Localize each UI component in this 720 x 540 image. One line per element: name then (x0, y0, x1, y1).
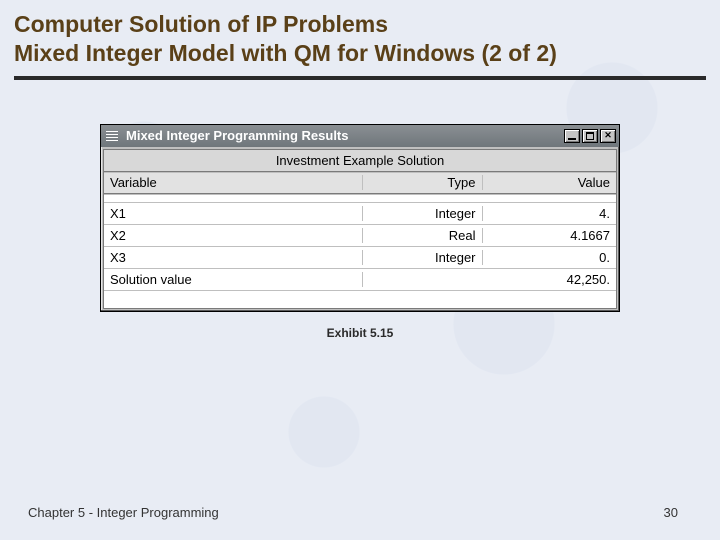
close-icon: ✕ (604, 131, 612, 140)
cell-value: 4.1667 (483, 228, 616, 243)
colhead-value: Value (483, 175, 616, 190)
window-container: Mixed Integer Programming Results ✕ Inve… (100, 124, 620, 340)
title-line1: Computer Solution of IP Problems (14, 11, 388, 37)
system-menu-icon[interactable] (105, 128, 121, 144)
maximize-icon (586, 132, 594, 140)
cell-variable: X1 (104, 206, 363, 221)
cell-type: Real (363, 228, 483, 243)
spacer-row (104, 194, 616, 202)
window-title: Mixed Integer Programming Results (126, 128, 564, 143)
window-buttons: ✕ (564, 129, 616, 143)
table-row: X3 Integer 0. (104, 246, 616, 268)
grid-bottom-strip (104, 290, 616, 308)
column-header-row: Variable Type Value (104, 172, 616, 194)
title-line2: Mixed Integer Model with QM for Windows … (14, 40, 557, 66)
results-grid: Investment Example Solution Variable Typ… (103, 149, 617, 309)
colhead-type: Type (363, 175, 483, 190)
slide-title: Computer Solution of IP Problems Mixed I… (14, 10, 706, 74)
cell-value: 0. (483, 250, 616, 265)
results-window: Mixed Integer Programming Results ✕ Inve… (100, 124, 620, 312)
title-rule (14, 76, 706, 80)
table-row: X1 Integer 4. (104, 202, 616, 224)
cell-variable: X2 (104, 228, 363, 243)
footer-chapter: Chapter 5 - Integer Programming (28, 505, 219, 520)
slide: Computer Solution of IP Problems Mixed I… (0, 0, 720, 540)
minimize-icon (568, 138, 576, 140)
colhead-variable: Variable (104, 175, 363, 190)
close-button[interactable]: ✕ (600, 129, 616, 143)
cell-value: 4. (483, 206, 616, 221)
minimize-button[interactable] (564, 129, 580, 143)
cell-type: Integer (363, 250, 483, 265)
table-row: X2 Real 4.1667 (104, 224, 616, 246)
grid-title-row: Investment Example Solution (104, 150, 616, 172)
window-titlebar[interactable]: Mixed Integer Programming Results ✕ (101, 125, 619, 147)
cell-value: 42,250. (483, 272, 616, 287)
cell-type: Integer (363, 206, 483, 221)
footer-page-number: 30 (664, 505, 678, 520)
exhibit-label: Exhibit 5.15 (100, 326, 620, 340)
grid-title: Investment Example Solution (104, 153, 616, 168)
table-row: Solution value 42,250. (104, 268, 616, 290)
cell-variable: X3 (104, 250, 363, 265)
maximize-button[interactable] (582, 129, 598, 143)
cell-variable: Solution value (104, 272, 363, 287)
